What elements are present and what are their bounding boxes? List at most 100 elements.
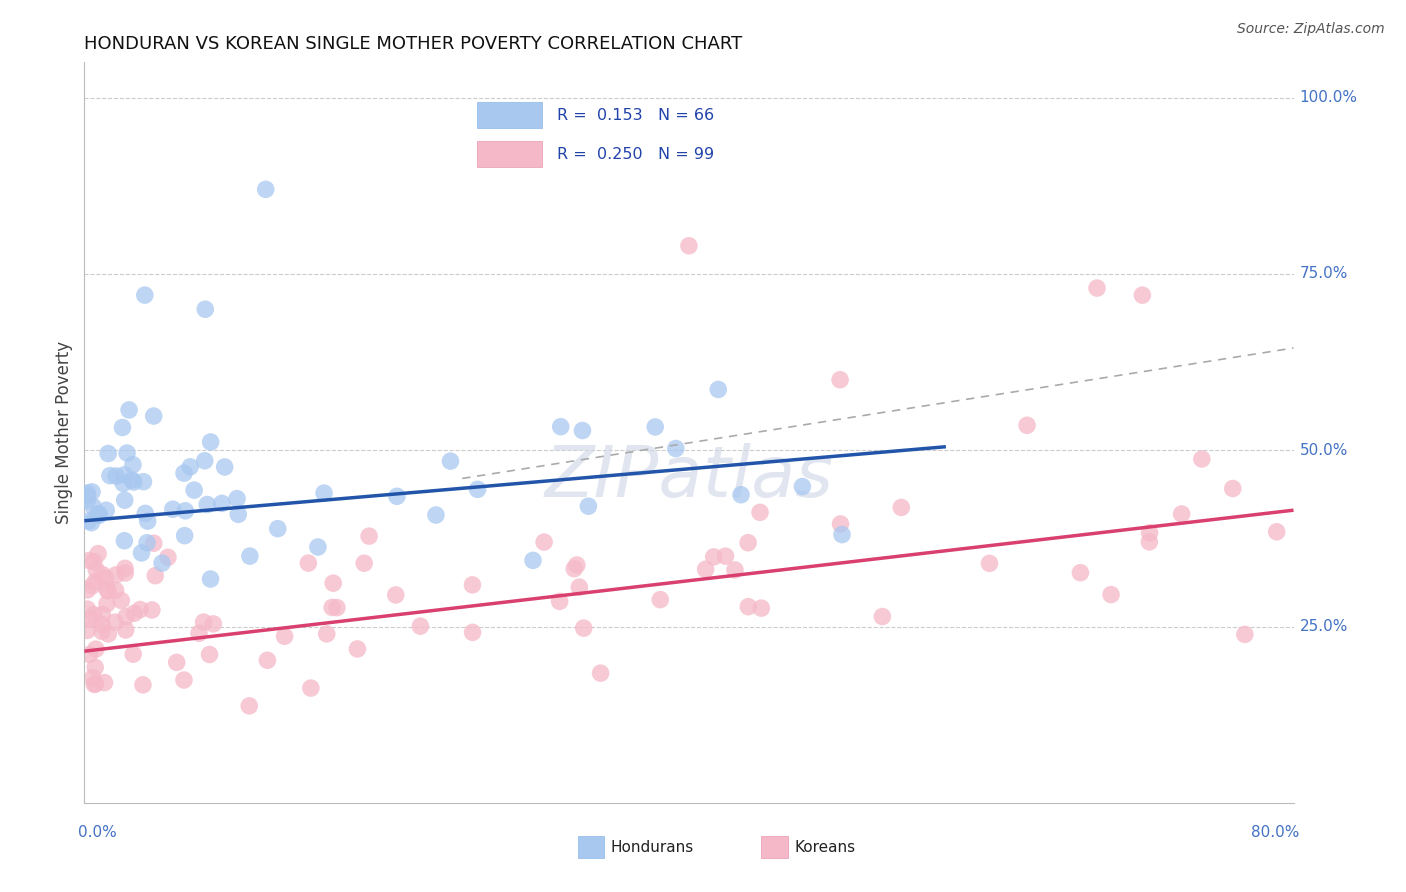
Point [173, 529, 195, 543]
Point [1137, 534, 1160, 549]
Point [568, 580, 591, 594]
Point [565, 558, 588, 572]
Point [183, 483, 205, 497]
Point [84, 677, 107, 691]
Point [112, 467, 135, 482]
Point [97, 583, 120, 598]
Point [831, 527, 853, 541]
Point [749, 601, 772, 615]
Point [86, 563, 108, 577]
Point [195, 498, 218, 512]
Point [562, 562, 585, 576]
Point [114, 493, 136, 508]
Point [198, 648, 221, 662]
Point [589, 666, 612, 681]
Point [714, 549, 737, 564]
Point [76, 489, 98, 503]
Point [166, 656, 188, 670]
Point [193, 615, 215, 629]
Point [96, 582, 118, 597]
Point [830, 373, 852, 387]
Point [571, 424, 593, 438]
Point [82, 671, 104, 685]
Point [326, 600, 349, 615]
Point [678, 239, 700, 253]
Point [644, 420, 666, 434]
Point [112, 476, 135, 491]
Point [112, 533, 135, 548]
Point [105, 469, 128, 483]
Point [131, 546, 153, 560]
Point [84, 642, 107, 657]
Point [1191, 452, 1213, 467]
Point [297, 556, 319, 570]
Point [90, 624, 112, 639]
Text: 75.0%: 75.0% [1299, 267, 1348, 282]
Point [707, 383, 730, 397]
Point [115, 609, 138, 624]
Text: Source: ZipAtlas.com: Source: ZipAtlas.com [1237, 22, 1385, 37]
Point [134, 507, 156, 521]
Point [214, 460, 236, 475]
Point [312, 486, 335, 500]
Point [91, 607, 114, 622]
Point [122, 647, 145, 661]
Point [79, 612, 101, 626]
Point [239, 549, 262, 563]
Point [80, 516, 103, 530]
Bar [762, 836, 789, 858]
Point [114, 561, 136, 575]
Text: 50.0%: 50.0% [1299, 442, 1348, 458]
Point [1069, 566, 1091, 580]
Point [83, 607, 105, 622]
Point [76, 602, 98, 616]
Point [533, 535, 555, 549]
Point [550, 419, 572, 434]
Point [77, 514, 100, 528]
Point [141, 603, 163, 617]
Text: Koreans: Koreans [794, 839, 855, 855]
Point [142, 409, 165, 423]
Point [142, 536, 165, 550]
Point [96, 597, 118, 611]
Point [84, 574, 107, 589]
Point [114, 566, 136, 580]
Text: 25.0%: 25.0% [1299, 619, 1348, 634]
Point [79, 648, 101, 662]
Point [730, 488, 752, 502]
Point [143, 568, 166, 582]
Point [315, 627, 337, 641]
Point [83, 677, 105, 691]
Point [384, 588, 406, 602]
Point [162, 502, 184, 516]
Point [87, 547, 110, 561]
Point [749, 505, 772, 519]
Point [1139, 525, 1161, 540]
Point [548, 594, 571, 608]
Point [111, 420, 134, 434]
Point [724, 563, 747, 577]
Point [98, 468, 121, 483]
Point [576, 499, 599, 513]
Point [1015, 418, 1038, 433]
Point [97, 446, 120, 460]
Point [665, 442, 688, 456]
Point [1130, 288, 1153, 302]
Point [200, 572, 222, 586]
Point [226, 508, 249, 522]
Point [179, 459, 201, 474]
Point [118, 403, 141, 417]
Point [307, 540, 329, 554]
Point [461, 578, 484, 592]
Point [89, 508, 111, 523]
Point [122, 458, 145, 472]
Bar [578, 836, 605, 858]
Point [136, 535, 159, 549]
Point [238, 698, 260, 713]
Point [353, 556, 375, 570]
Point [110, 593, 132, 607]
Point [830, 516, 852, 531]
Point [94, 571, 117, 585]
Point [439, 454, 461, 468]
Point [522, 553, 544, 567]
